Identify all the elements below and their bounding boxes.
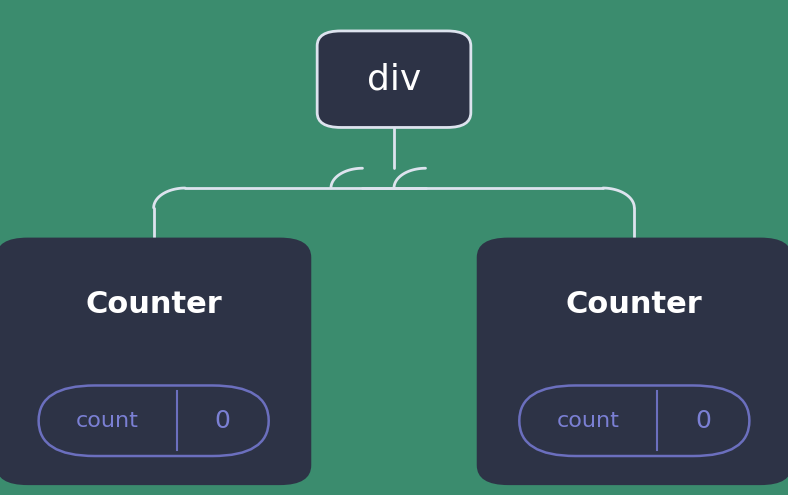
FancyBboxPatch shape [0, 238, 311, 485]
Text: Counter: Counter [85, 290, 222, 319]
FancyBboxPatch shape [39, 386, 269, 456]
FancyBboxPatch shape [477, 238, 788, 485]
FancyBboxPatch shape [519, 386, 749, 456]
Text: count: count [76, 411, 139, 431]
Text: count: count [557, 411, 619, 431]
FancyBboxPatch shape [317, 31, 470, 128]
Text: div: div [367, 62, 421, 96]
Text: Counter: Counter [566, 290, 703, 319]
Text: 0: 0 [696, 409, 712, 433]
Text: 0: 0 [215, 409, 231, 433]
